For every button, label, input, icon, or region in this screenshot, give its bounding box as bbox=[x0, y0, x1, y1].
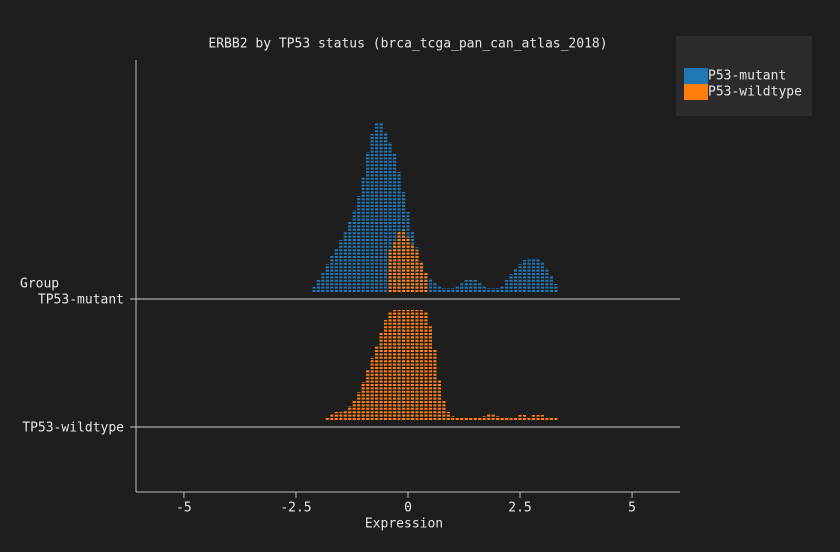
x-tick-label: -5 bbox=[176, 501, 192, 516]
x-axis-label: Expression bbox=[365, 517, 443, 532]
legend-label: P53-wildtype bbox=[708, 85, 802, 100]
chart-title: ERBB2 by TP53 status (brca_tcga_pan_can_… bbox=[208, 37, 607, 52]
legend-label: P53-mutant bbox=[708, 69, 786, 84]
legend-swatch bbox=[684, 68, 708, 84]
x-tick-label: -2.5 bbox=[280, 501, 311, 516]
legend-swatch bbox=[684, 84, 708, 100]
group-label: TP53-mutant bbox=[38, 293, 124, 308]
x-tick-label: 5 bbox=[628, 501, 636, 516]
y-axis-label: Group bbox=[20, 277, 59, 292]
group-label: TP53-wildtype bbox=[22, 421, 124, 436]
x-tick-label: 2.5 bbox=[508, 501, 531, 516]
x-tick-label: 0 bbox=[404, 501, 412, 516]
